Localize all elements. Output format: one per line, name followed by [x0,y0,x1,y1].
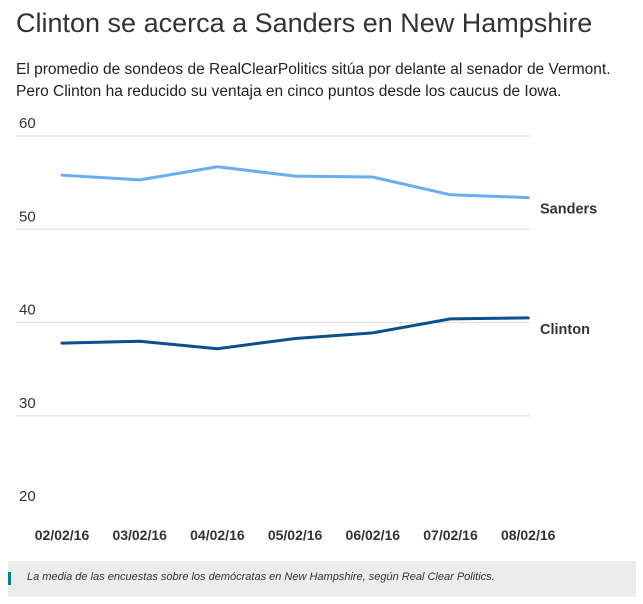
y-tick-label: 20 [19,488,36,505]
x-tick-label: 05/02/16 [268,527,323,543]
y-tick-label: 50 [19,208,36,225]
series-label-sanders: Sanders [540,202,597,218]
x-tick-label: 04/02/16 [190,527,245,543]
series-line-sanders [60,165,530,200]
line-chart: 60 50 40 30 20 02/02/16 03/02/16 04/02/16 05/02/… [16,115,597,543]
chart-subtitle: El promedio de sondeos de RealClearPolit… [16,61,611,100]
y-tick-label: 40 [19,302,36,319]
chart-title: Clinton se acerca a Sanders en New Hamps… [16,8,593,38]
x-tick-label: 06/02/16 [346,527,401,543]
x-tick-label: 03/02/16 [112,527,167,543]
y-tick-label: 30 [19,395,36,412]
x-tick-label: 08/02/16 [501,527,556,543]
y-tick-label: 60 [19,115,36,132]
series-line-clinton [60,316,530,351]
x-tick-label: 07/02/16 [423,527,478,543]
caption-accent-bar [8,572,11,585]
x-tick-label: 02/02/16 [35,527,90,543]
series-label-clinton: Clinton [540,322,590,338]
caption-text: La media de las encuestas sobre los demó… [27,571,495,583]
caption-box: La media de las encuestas sobre los demó… [8,561,636,597]
